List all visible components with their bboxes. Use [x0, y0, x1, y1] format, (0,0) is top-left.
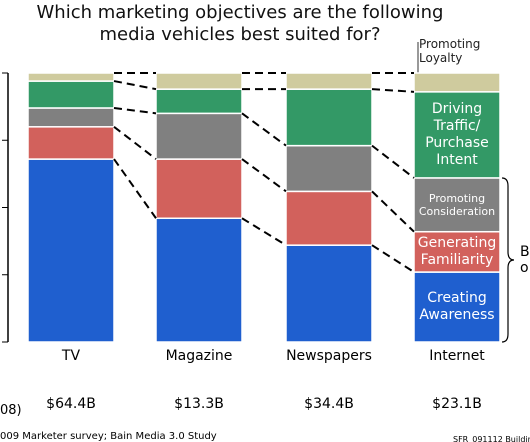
series-label: Creating Awareness — [419, 290, 495, 324]
connector — [241, 112, 287, 147]
bar-segment — [413, 230, 501, 273]
bar-segment — [155, 112, 243, 160]
bar-segment — [413, 177, 501, 233]
note: 009 Marketer survey; Bain Media 3.0 Stud… — [0, 431, 217, 442]
bar-segment — [413, 72, 501, 93]
bar-segment — [27, 158, 115, 343]
connector — [371, 190, 415, 233]
chart-title: Which marketing objectives are the follo… — [36, 2, 444, 45]
bar-segment — [155, 158, 243, 220]
bracket — [501, 177, 515, 343]
bar-segment — [155, 217, 243, 343]
bar-segment — [155, 72, 243, 90]
connector — [371, 244, 415, 273]
connector — [113, 80, 157, 91]
connector — [371, 88, 415, 93]
connector — [113, 158, 157, 219]
spend-label: $34.4B — [304, 396, 354, 412]
note: o — [520, 260, 529, 276]
connector — [241, 217, 287, 247]
series-label: Promoting Consideration — [418, 191, 496, 218]
connector — [371, 144, 415, 179]
note: SFR_091112 Building Brands Disc — [453, 435, 530, 442]
bar-segment — [285, 244, 373, 343]
x-tick-label: Magazine — [166, 348, 233, 364]
x-tick-label: Internet — [429, 348, 485, 364]
bar-segment — [285, 144, 373, 193]
x-tick-label: Newspapers — [286, 348, 372, 364]
bar-segment — [27, 107, 115, 128]
spend-label: $23.1B — [432, 396, 482, 412]
note: B — [520, 244, 530, 260]
bar-segment — [285, 88, 373, 147]
connector — [113, 126, 157, 160]
series-label: Promoting Loyalty — [419, 37, 481, 66]
spend-label: $64.4B — [46, 396, 96, 412]
series-label: Generating Familiarity — [417, 235, 497, 268]
spend-label: $13.3B — [174, 396, 224, 412]
bar-segment — [413, 91, 501, 179]
bar-segment — [155, 88, 243, 115]
bar-segment — [285, 72, 373, 90]
connector — [113, 106, 157, 115]
x-tick-label: TV — [61, 348, 81, 364]
bar-segment — [27, 126, 115, 160]
connector — [241, 158, 287, 193]
note: 08) — [0, 403, 22, 418]
bar-segment — [285, 190, 373, 246]
bar-segment — [27, 72, 115, 82]
bar-segment — [27, 80, 115, 109]
series-label: Driving Traffic/ Purchase Intent — [425, 101, 489, 168]
